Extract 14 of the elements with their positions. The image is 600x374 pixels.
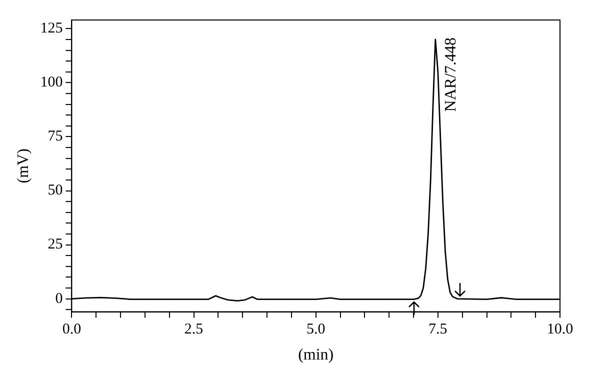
x-tick-label: 10.0 <box>546 322 574 338</box>
y-tick-label: 25 <box>48 236 63 253</box>
annotation: NAR/7.448 <box>442 37 460 112</box>
y-tick-label: 125 <box>40 20 63 37</box>
x-tick-label: 2.5 <box>184 322 204 338</box>
y-tick-label: 75 <box>48 128 63 145</box>
x-tick-label: 5.0 <box>306 322 326 338</box>
x-tick-label: 0.0 <box>62 322 82 338</box>
x-axis-title: (min) <box>298 346 334 364</box>
x-tick-label: 7.5 <box>428 322 448 338</box>
y-axis-title: (mV) <box>14 148 32 184</box>
y-tick-label: 100 <box>40 74 63 91</box>
y-tick-label: 0 <box>55 290 63 307</box>
y-tick-label: 50 <box>48 182 63 199</box>
